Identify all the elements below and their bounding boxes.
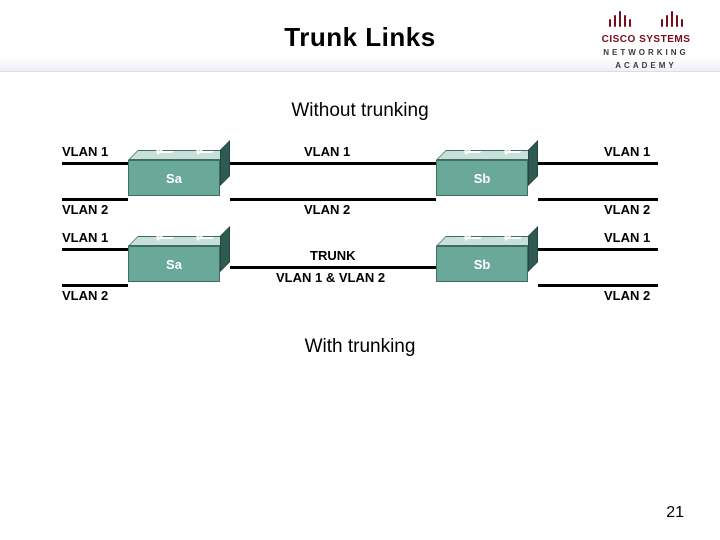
label-vlan1-right: VLAN 1	[604, 230, 650, 245]
cisco-logo: CISCO SYSTEMS NETWORKING ACADEMY	[592, 6, 700, 71]
label-vlan2-left: VLAN 2	[62, 288, 108, 303]
link-vlan2-right	[538, 284, 658, 287]
link-vlan1-mid	[230, 162, 436, 165]
label-vlan1-left: VLAN 1	[62, 230, 108, 245]
link-vlan1-right	[538, 162, 658, 165]
label-vlan2-mid: VLAN 2	[304, 202, 350, 217]
label-combined: VLAN 1 & VLAN 2	[276, 270, 385, 285]
page-number: 21	[666, 504, 684, 522]
label-vlan1-right: VLAN 1	[604, 144, 650, 159]
switch-label: Sa	[166, 171, 182, 186]
link-vlan1-left	[62, 162, 128, 165]
switch-sb: Sb	[436, 236, 528, 282]
cisco-bridge-icon	[606, 6, 686, 33]
switch-sb: Sb	[436, 150, 528, 196]
label-vlan2-left: VLAN 2	[62, 202, 108, 217]
link-trunk	[230, 266, 436, 269]
logo-brand-text: CISCO SYSTEMS	[592, 34, 700, 45]
logo-tag-2: ACADEMY	[592, 60, 700, 71]
switch-sa: Sa	[128, 236, 220, 282]
link-vlan2-right	[538, 198, 658, 201]
link-vlan1-right	[538, 248, 658, 251]
label-vlan1-mid: VLAN 1	[304, 144, 350, 159]
switch-sa: Sa	[128, 150, 220, 196]
page-title: Trunk Links	[284, 22, 435, 53]
logo-tag-1: NETWORKING	[592, 47, 700, 58]
label-vlan2-right: VLAN 2	[604, 288, 650, 303]
link-vlan2-left	[62, 198, 128, 201]
switch-label: Sb	[474, 171, 491, 186]
diagram-without-trunking: VLAN 1 VLAN 2 VLAN 1 VLAN 2 VLAN 1 VLAN …	[0, 144, 720, 316]
switch-label: Sa	[166, 257, 182, 272]
link-vlan1-left	[62, 248, 128, 251]
subtitle-without: Without trunking	[0, 100, 720, 122]
diagram-row: VLAN 1 VLAN 2 TRUNK VLAN 1 & VLAN 2 VLAN…	[0, 230, 720, 316]
subtitle-with: With trunking	[0, 336, 720, 358]
link-vlan2-mid	[230, 198, 436, 201]
switch-label: Sb	[474, 257, 491, 272]
label-vlan1-left: VLAN 1	[62, 144, 108, 159]
diagram-row: VLAN 1 VLAN 2 VLAN 1 VLAN 2 VLAN 1 VLAN …	[0, 144, 720, 230]
slide-header: Trunk Links CISCO SYSTEMS NETWORKING ACA…	[0, 0, 720, 72]
label-trunk: TRUNK	[310, 248, 356, 263]
link-vlan2-left	[62, 284, 128, 287]
label-vlan2-right: VLAN 2	[604, 202, 650, 217]
